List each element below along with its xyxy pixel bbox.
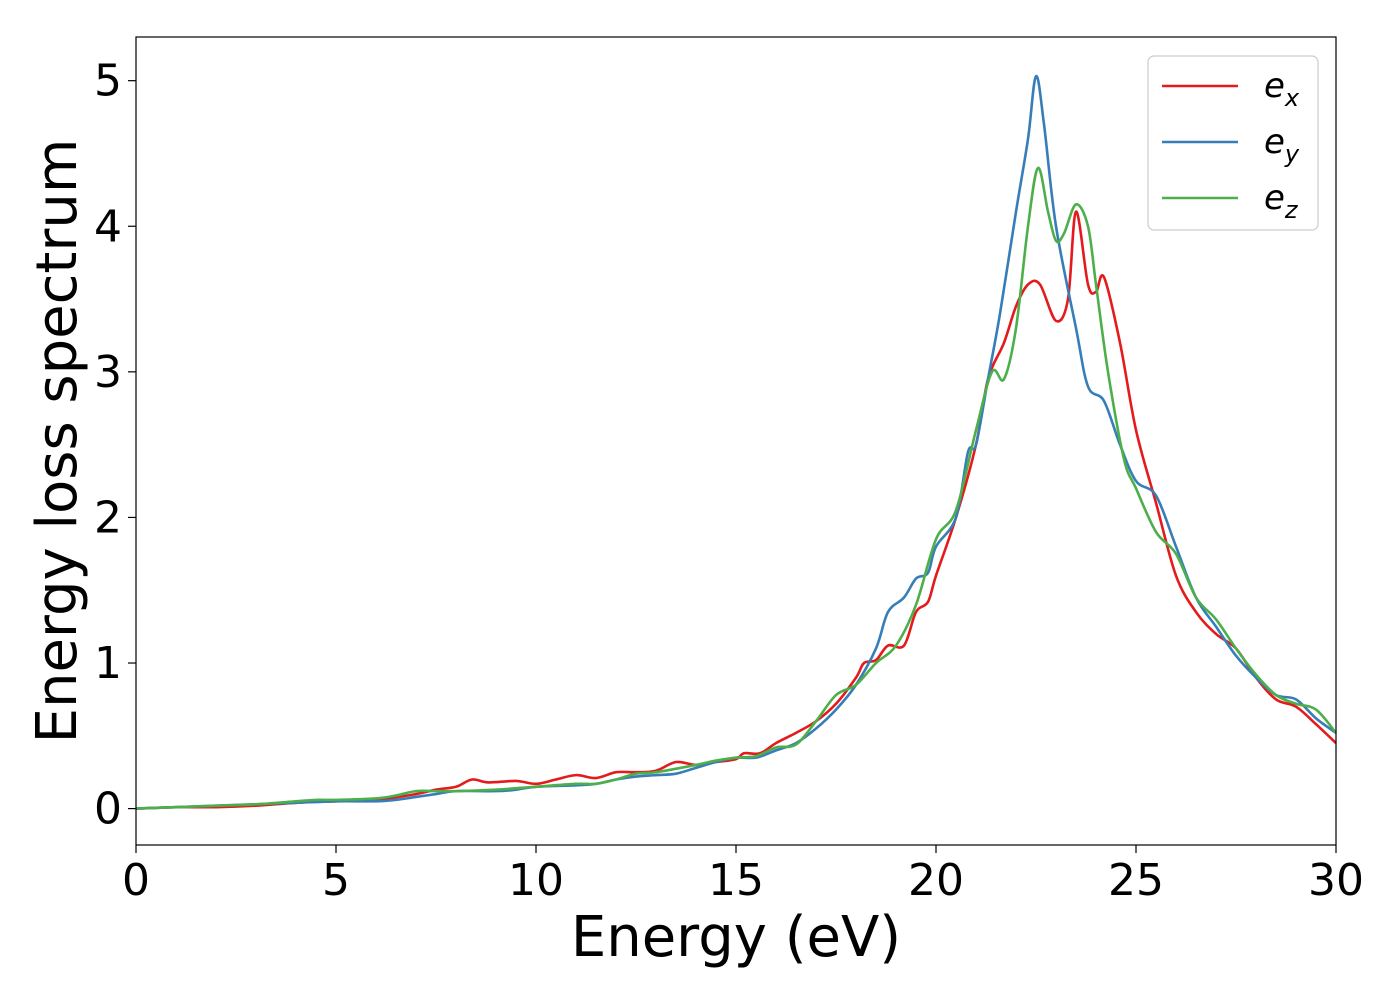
series-lines [135, 75, 1338, 810]
y-axis: 0 1 2 3 4 5 [94, 56, 136, 835]
y-tick-label: 3 [94, 347, 122, 398]
y-axis-title: Energy loss spectrum [25, 139, 90, 744]
x-tick-label: 5 [322, 855, 350, 906]
y-tick-label: 1 [94, 638, 122, 689]
series-line-x [135, 210, 1337, 810]
x-axis: 0 5 10 15 20 25 30 [122, 845, 1364, 906]
y-tick-label: 0 [94, 784, 122, 835]
x-tick-label: 10 [508, 855, 564, 906]
x-tick-label: 20 [908, 855, 964, 906]
series-line-z [135, 166, 1338, 810]
x-tick-label: 0 [122, 855, 150, 906]
y-tick-label: 4 [94, 201, 122, 252]
y-tick-label: 5 [94, 56, 122, 107]
x-tick-label: 30 [1308, 855, 1364, 906]
x-tick-label: 15 [708, 855, 764, 906]
x-axis-title: Energy (eV) [571, 905, 901, 970]
x-tick-label: 25 [1108, 855, 1164, 906]
y-tick-label: 2 [94, 492, 122, 543]
